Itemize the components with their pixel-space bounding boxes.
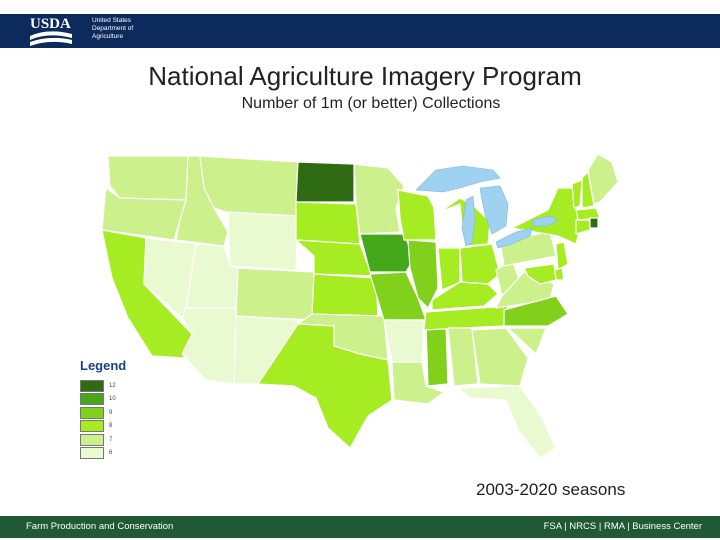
legend-item: 6 — [80, 447, 126, 461]
state-mo — [369, 271, 427, 321]
state-la — [391, 361, 445, 405]
legend-item: 10 — [80, 393, 126, 407]
lake-erie — [495, 227, 533, 249]
state-sc — [507, 327, 547, 355]
lake-michigan — [461, 195, 476, 247]
legend-title: Legend — [80, 358, 127, 373]
legend-swatch — [80, 433, 104, 446]
legend-label: 9 — [109, 409, 113, 416]
lake-superior — [415, 165, 501, 193]
state-tx — [257, 323, 393, 449]
legend-label: 7 — [109, 436, 113, 443]
state-oh — [459, 243, 501, 285]
usda-logo-text: USDA — [30, 16, 71, 32]
state-fl — [457, 385, 557, 459]
state-or — [101, 187, 187, 241]
footer-bar: Farm Production and Conservation FSA | N… — [0, 516, 720, 538]
state-sd — [295, 201, 361, 245]
state-ga — [471, 327, 529, 387]
state-vt — [571, 179, 583, 209]
legend-swatch — [80, 447, 104, 460]
great-lakes — [415, 165, 559, 249]
state-ks — [311, 273, 379, 317]
state-co — [235, 267, 315, 321]
legend-item: 7 — [80, 433, 126, 447]
state-nj — [555, 241, 569, 271]
legend-swatch — [80, 393, 104, 406]
state-ar — [383, 319, 425, 363]
state-mn — [353, 163, 405, 235]
state-wa — [107, 155, 189, 201]
legend-label: 10 — [109, 396, 116, 403]
state-wy — [227, 211, 299, 271]
seasons-label: 2003-2020 seasons — [476, 480, 626, 499]
agency-line-2: Department of — [92, 25, 134, 32]
legend-label: 8 — [109, 423, 113, 430]
state-nh — [581, 171, 595, 209]
state-il — [407, 239, 439, 309]
state-nc — [503, 295, 569, 327]
state-az — [181, 307, 237, 385]
state-ma — [575, 207, 601, 221]
legend-swatch — [80, 420, 104, 433]
state-ri — [589, 217, 599, 229]
legend-label: 12 — [109, 382, 116, 389]
state-wi — [397, 189, 437, 241]
legend-label: 6 — [109, 450, 113, 457]
page-subtitle: Number of 1m (or better) Collections — [241, 95, 501, 112]
lake-ontario — [531, 215, 559, 227]
legend-swatch — [80, 379, 104, 392]
agency-name: United States Department of Agriculture — [92, 17, 172, 41]
state-nd — [295, 161, 355, 203]
agency-line-1: United States — [92, 17, 132, 24]
state-ky — [431, 281, 499, 311]
map-legend: Legend 12 10 9 8 7 6 — [80, 358, 126, 460]
agency-line-3: Agriculture — [92, 33, 124, 40]
state-ct — [575, 219, 591, 235]
us-map — [101, 153, 619, 459]
legend-swatch — [80, 406, 104, 419]
state-mt — [199, 155, 299, 217]
usda-header-bar: USDA United States Department of Agricul… — [0, 14, 720, 48]
legend-item: 9 — [80, 406, 126, 420]
legend-item: 12 — [80, 379, 126, 393]
footer-left-text: Farm Production and Conservation — [26, 521, 174, 532]
state-me — [587, 153, 619, 205]
footer-right-text: FSA | NRCS | RMA | Business Center — [543, 521, 702, 532]
state-md — [523, 263, 557, 285]
legend-item: 8 — [80, 420, 126, 434]
usda-logo: USDA — [30, 16, 72, 46]
page-title: National Agriculture Imagery Program — [148, 61, 582, 91]
state-al — [447, 327, 479, 387]
state-ms — [425, 323, 449, 387]
state-ne — [295, 239, 373, 277]
lake-huron — [479, 185, 509, 235]
